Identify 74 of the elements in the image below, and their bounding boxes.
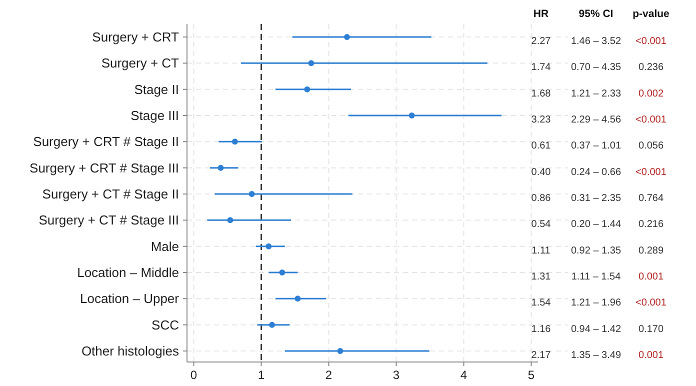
text: 0.001 — [638, 272, 664, 282]
point — [269, 322, 276, 328]
text: 0.31 – 2.35 — [570, 193, 622, 204]
y-tick-label: Surgery + CT # Stage III — [38, 212, 179, 228]
y-tick-label: Location – Upper — [80, 291, 180, 306]
text: 95% CI — [578, 8, 614, 20]
text: 0.002 — [638, 88, 664, 100]
text: 1.11 – 1.54 — [571, 272, 622, 282]
y-tick-label: Surgery + CT — [101, 56, 180, 71]
point — [248, 191, 255, 197]
text: 1.21 – 1.96 — [570, 298, 622, 309]
y-tick-label: Surgery + CRT # Stage II — [33, 134, 179, 150]
annotation: 1.74 — [531, 62, 552, 74]
text: 0.236 — [638, 62, 664, 74]
annotation: 0.86 — [531, 193, 552, 204]
annotation: 1.16 — [531, 324, 552, 335]
y-tick-label: Location – Middle — [77, 265, 179, 280]
text: 0.764 — [638, 193, 664, 204]
y-tick-label: Male — [150, 238, 179, 254]
text: 1.35 – 3.49 — [570, 350, 622, 361]
x-tick-label: 0 — [190, 368, 198, 382]
annotation: 2.17 — [531, 350, 552, 361]
text: HR — [533, 8, 549, 20]
point — [279, 270, 286, 276]
y-tick-label: Surgery + CRT — [92, 30, 180, 44]
text: <0.001 — [636, 114, 667, 126]
y-tick-label: Surgery + CT # Stage II — [42, 186, 179, 202]
y-tick-label: Other histologies — [81, 344, 180, 358]
point — [344, 34, 350, 40]
point — [408, 112, 415, 118]
text: 0.24 – 0.66 — [570, 166, 622, 178]
x-tick-label: 5 — [528, 368, 535, 382]
text: 0.70 – 4.35 — [570, 62, 622, 74]
annotation: 0.54 — [531, 219, 552, 230]
point — [294, 296, 301, 302]
x-tick-label: 2 — [325, 368, 332, 382]
text: 1.21 – 2.33 — [570, 88, 622, 100]
text: 0.94 – 1.42 — [570, 324, 622, 335]
text: 0.056 — [638, 140, 664, 152]
text: <0.001 — [636, 166, 667, 178]
y-tick-label: Stage III — [130, 108, 179, 123]
point — [337, 348, 344, 354]
text: 0.216 — [638, 219, 664, 230]
annotation: 3.23 — [531, 114, 552, 126]
y-tick-label: SCC — [152, 317, 179, 332]
annotation: 1.68 — [531, 88, 552, 100]
y-tick-label: Surgery + CRT # Stage III — [30, 160, 179, 176]
text: 2.29 – 4.56 — [570, 114, 622, 126]
annotation: 1.11 — [532, 245, 551, 256]
point — [304, 86, 310, 92]
point — [308, 60, 314, 66]
annotation: 0.61 — [531, 140, 552, 152]
text: <0.001 — [636, 36, 667, 47]
annotation: 0.40 — [531, 166, 552, 178]
text: 0.20 – 1.44 — [570, 219, 622, 230]
annotation: 2.27 — [531, 36, 552, 47]
text: 0.92 – 1.35 — [570, 245, 622, 256]
y-tick-label: Stage II — [134, 82, 179, 97]
text: 0.289 — [638, 245, 664, 256]
annotation: 1.31 — [531, 272, 552, 282]
point — [232, 138, 238, 145]
point — [266, 243, 272, 250]
point — [227, 217, 234, 224]
x-tick-label: 3 — [392, 368, 400, 382]
x-tick-label: 4 — [460, 368, 468, 382]
x-tick-label: 1 — [258, 368, 265, 382]
point — [218, 164, 224, 171]
text: 1.46 – 3.52 — [570, 36, 622, 47]
annotation: 1.54 — [531, 298, 552, 309]
text: <0.001 — [636, 298, 667, 309]
text: 0.37 – 1.01 — [570, 140, 622, 152]
text: p-value — [632, 8, 670, 20]
text: 0.001 — [638, 350, 664, 361]
text: 0.170 — [638, 324, 664, 335]
